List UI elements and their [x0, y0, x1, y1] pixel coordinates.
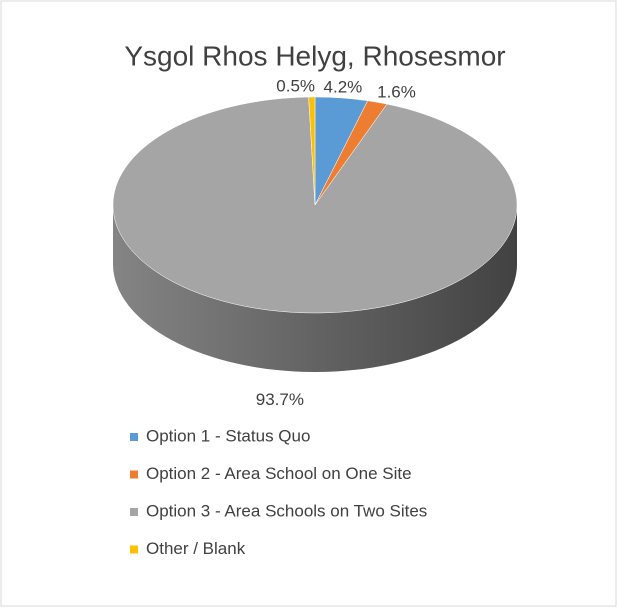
pie-side-shade: [113, 205, 517, 372]
legend-swatch: [130, 470, 138, 479]
legend-label: Option 3 - Area Schools on Two Sites: [146, 501, 427, 520]
chart-title: Ysgol Rhos Helyg, Rhosesmor: [124, 40, 505, 71]
legend-label: Option 1 - Status Quo: [146, 426, 310, 445]
legend-swatch: [130, 508, 138, 516]
data-label: 4.2%: [324, 78, 363, 97]
data-label: 0.5%: [276, 76, 315, 95]
legend-label: Other / Blank: [146, 539, 246, 558]
legend-label: Option 2 - Area School on One Site: [146, 464, 412, 483]
data-label: 93.7%: [256, 390, 304, 409]
legend-swatch: [130, 545, 138, 554]
pie-slice: [308, 96, 316, 206]
legend-swatch: [130, 433, 138, 441]
data-label: 1.6%: [377, 82, 416, 101]
pie-slice: [112, 96, 518, 314]
